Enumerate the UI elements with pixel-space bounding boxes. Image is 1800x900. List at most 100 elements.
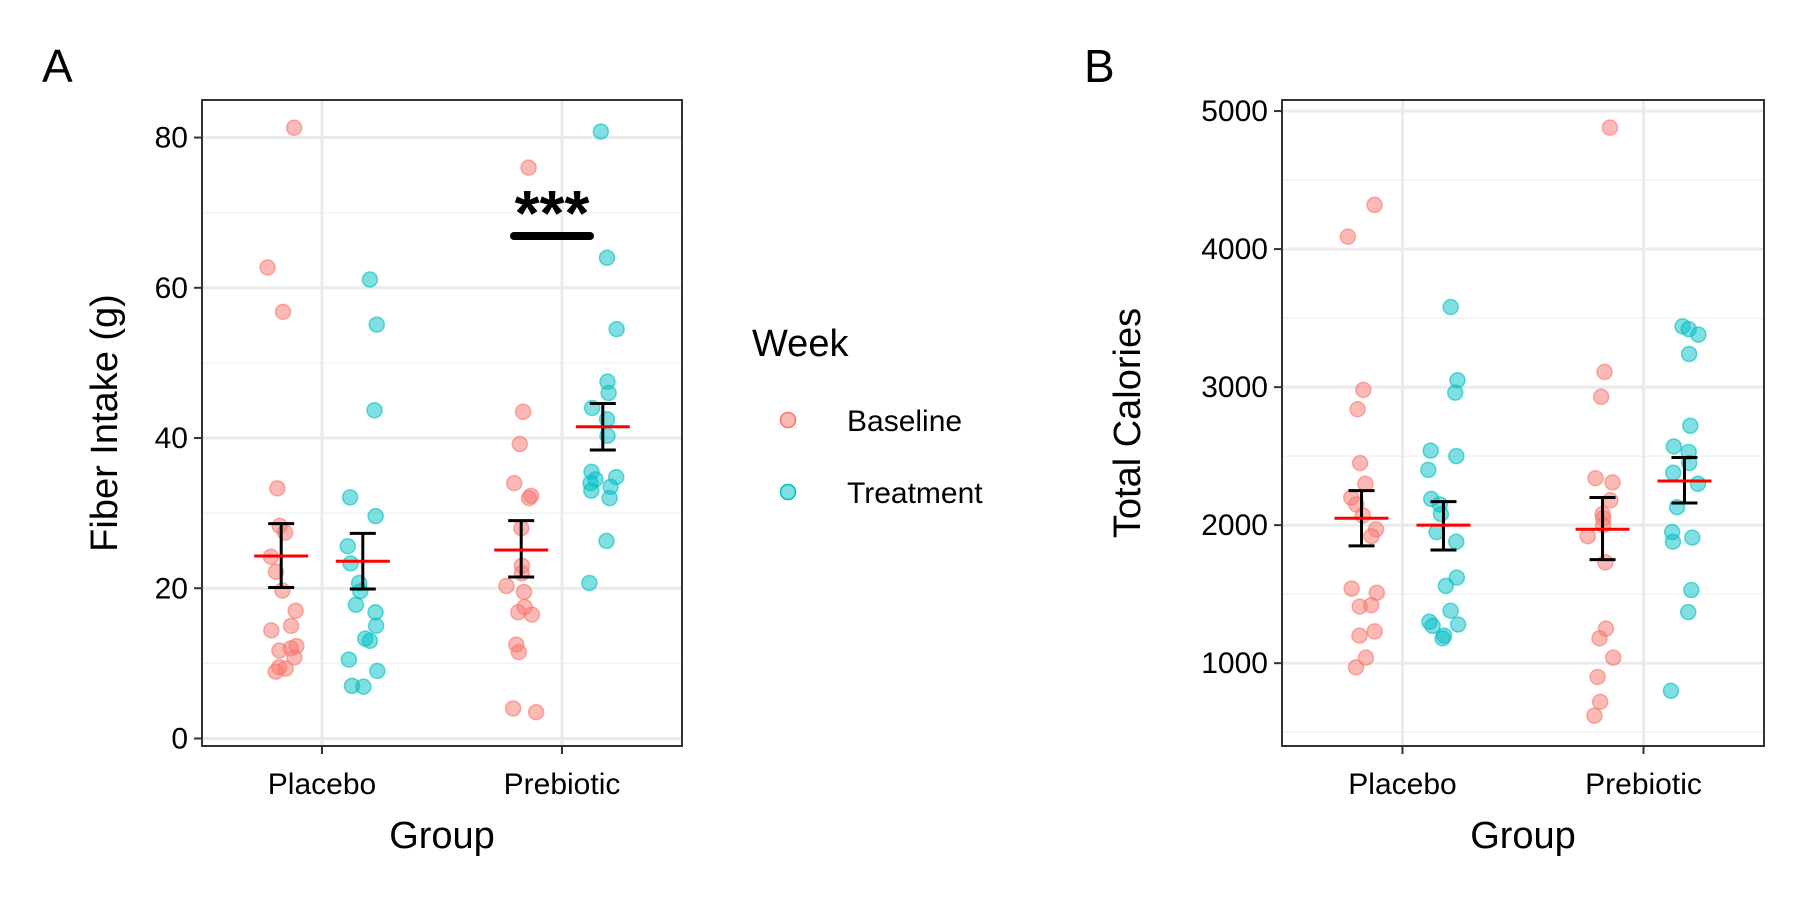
panel-b-point-treatment [1662, 682, 1680, 700]
panel-b-point-baseline [1601, 119, 1619, 136]
panel-a-point-baseline [520, 159, 537, 176]
panel-b-point-treatment [1690, 326, 1707, 343]
panel-a-point-baseline [504, 700, 522, 717]
panel-b-y-tick-label: 2000 [1201, 509, 1268, 542]
panel-b-point-treatment [1682, 417, 1699, 435]
panel-a-y-tick-label: 40 [155, 422, 188, 455]
legend-key-treatment [779, 483, 797, 501]
panel-b-y-tick-label: 3000 [1201, 371, 1268, 404]
panel-b-point-treatment [1448, 569, 1466, 586]
panel-a-point-baseline [527, 703, 545, 721]
panel-a-point-treatment [598, 532, 615, 550]
panel-b-point-baseline [1366, 623, 1383, 640]
panel-b-point-baseline [1589, 668, 1606, 686]
panel-a-point-treatment [341, 489, 359, 506]
panel-b-point-baseline [1605, 649, 1622, 666]
legend: Week Baseline Treatment [752, 323, 983, 510]
panel-b-point-baseline [1351, 598, 1368, 615]
panel-b-point-baseline [1586, 707, 1603, 724]
panel-a-y-ticks: 0 20 40 60 80 [155, 122, 202, 755]
panel-b-point-treatment [1432, 505, 1450, 523]
panel-a-point-treatment [600, 384, 617, 402]
panel-a-y-axis-title: Fiber Intake (g) [84, 294, 126, 552]
panel-b-y-tick-label: 5000 [1201, 95, 1268, 128]
panel-a-point-treatment [361, 632, 379, 650]
panel-b-x-tick-label: Placebo [1348, 768, 1456, 801]
panel-a-point-treatment [369, 662, 386, 680]
panel-a-point-baseline [285, 119, 303, 137]
panel-b-point-treatment [1689, 475, 1707, 492]
panel-a: A *** 0 20 40 60 80 Placebo Prebiotic Group F… [42, 40, 683, 857]
panel-b-point-treatment [1665, 438, 1683, 455]
panel-b-point-treatment [1424, 617, 1441, 635]
panel-b-point-treatment [1679, 603, 1697, 621]
panel-a-x-tick-label: Placebo [268, 768, 376, 801]
panel-a-point-treatment [608, 320, 625, 338]
panel-a-point-treatment [361, 271, 379, 288]
panel-b-point-treatment [1434, 630, 1451, 647]
panel-a-x-ticks: Placebo Prebiotic [268, 746, 620, 801]
panel-a-border [201, 99, 683, 747]
panel-b-point-baseline [1355, 381, 1372, 399]
panel-a-y-tick-label: 20 [155, 572, 188, 605]
panel-b-point-baseline [1579, 527, 1596, 545]
panel-b-point-treatment [1437, 577, 1455, 595]
panel-b-point-baseline [1347, 659, 1365, 676]
panel-a-point-baseline [263, 622, 280, 639]
panel-a-point-treatment [339, 537, 356, 555]
panel-a-y-tick-label: 80 [155, 122, 188, 155]
panel-a-point-baseline [271, 642, 288, 659]
panel-b-y-tick-label: 4000 [1201, 233, 1268, 266]
panel-a-point-baseline [520, 489, 538, 507]
panel-a-point-baseline [509, 604, 527, 621]
panel-b-point-treatment [1448, 533, 1465, 550]
panel-b-point-baseline [1596, 363, 1613, 381]
panel-a-point-treatment [367, 617, 385, 635]
panel-b-point-baseline [1357, 649, 1375, 666]
panel-b-point-baseline [1597, 554, 1614, 571]
panel-b-point-treatment [1442, 602, 1459, 619]
panel-a-point-treatment [583, 482, 600, 499]
panel-a-point-baseline [282, 617, 300, 635]
panel-a-point-treatment [367, 507, 384, 525]
panel-b-point-treatment [1420, 461, 1437, 479]
legend-label-baseline: Baseline [847, 405, 962, 438]
panel-a-y-tick-label: 0 [171, 722, 188, 755]
legend-title: Week [752, 323, 849, 365]
panel-b-point-baseline [1587, 469, 1604, 487]
panel-b-point-treatment [1422, 442, 1439, 459]
panel-a-point-baseline [269, 480, 286, 497]
panel-b-x-axis-title: Group [1470, 815, 1576, 857]
panel-a-point-treatment [355, 678, 372, 695]
panel-a-point-baseline [514, 403, 532, 420]
panel-a-point-baseline [511, 435, 529, 453]
panel-b-x-tick-label: Prebiotic [1585, 768, 1702, 801]
panel-b-point-treatment [1447, 384, 1464, 401]
panel-b-y-axis-title: Total Calories [1107, 308, 1149, 538]
panel-b-point-treatment [1684, 529, 1701, 546]
panel-b-point-treatment [1448, 447, 1465, 465]
panel-a-point-treatment [581, 574, 598, 592]
panel-a-point-baseline [498, 577, 515, 595]
panel-a-point-baseline [259, 259, 276, 276]
panel-a-point-treatment [366, 401, 383, 419]
panel-a-point-baseline [523, 606, 541, 623]
panel-a-point-treatment [592, 123, 610, 140]
panel-a-annotation: *** [510, 177, 594, 249]
panel-a-x-axis-title: Group [389, 815, 495, 857]
panel-b-point-baseline [1602, 492, 1619, 509]
panel-a-point-baseline [505, 474, 523, 492]
panel-b-point-baseline [1351, 454, 1369, 472]
panel-b-point-baseline [1339, 228, 1357, 245]
panel-b-y-ticks: 1000 2000 3000 4000 5000 [1201, 95, 1282, 680]
panel-b-x-ticks: Placebo Prebiotic [1348, 746, 1702, 801]
panel-a-point-treatment [598, 249, 616, 266]
panel-b-point-treatment [1428, 523, 1445, 541]
panel-b-summary [1334, 456, 1712, 562]
panel-a-point-baseline [515, 583, 533, 601]
panel-b-point-baseline [1591, 693, 1609, 711]
panel-b-point-treatment [1683, 581, 1700, 599]
panel-b-point-baseline [1366, 196, 1383, 214]
